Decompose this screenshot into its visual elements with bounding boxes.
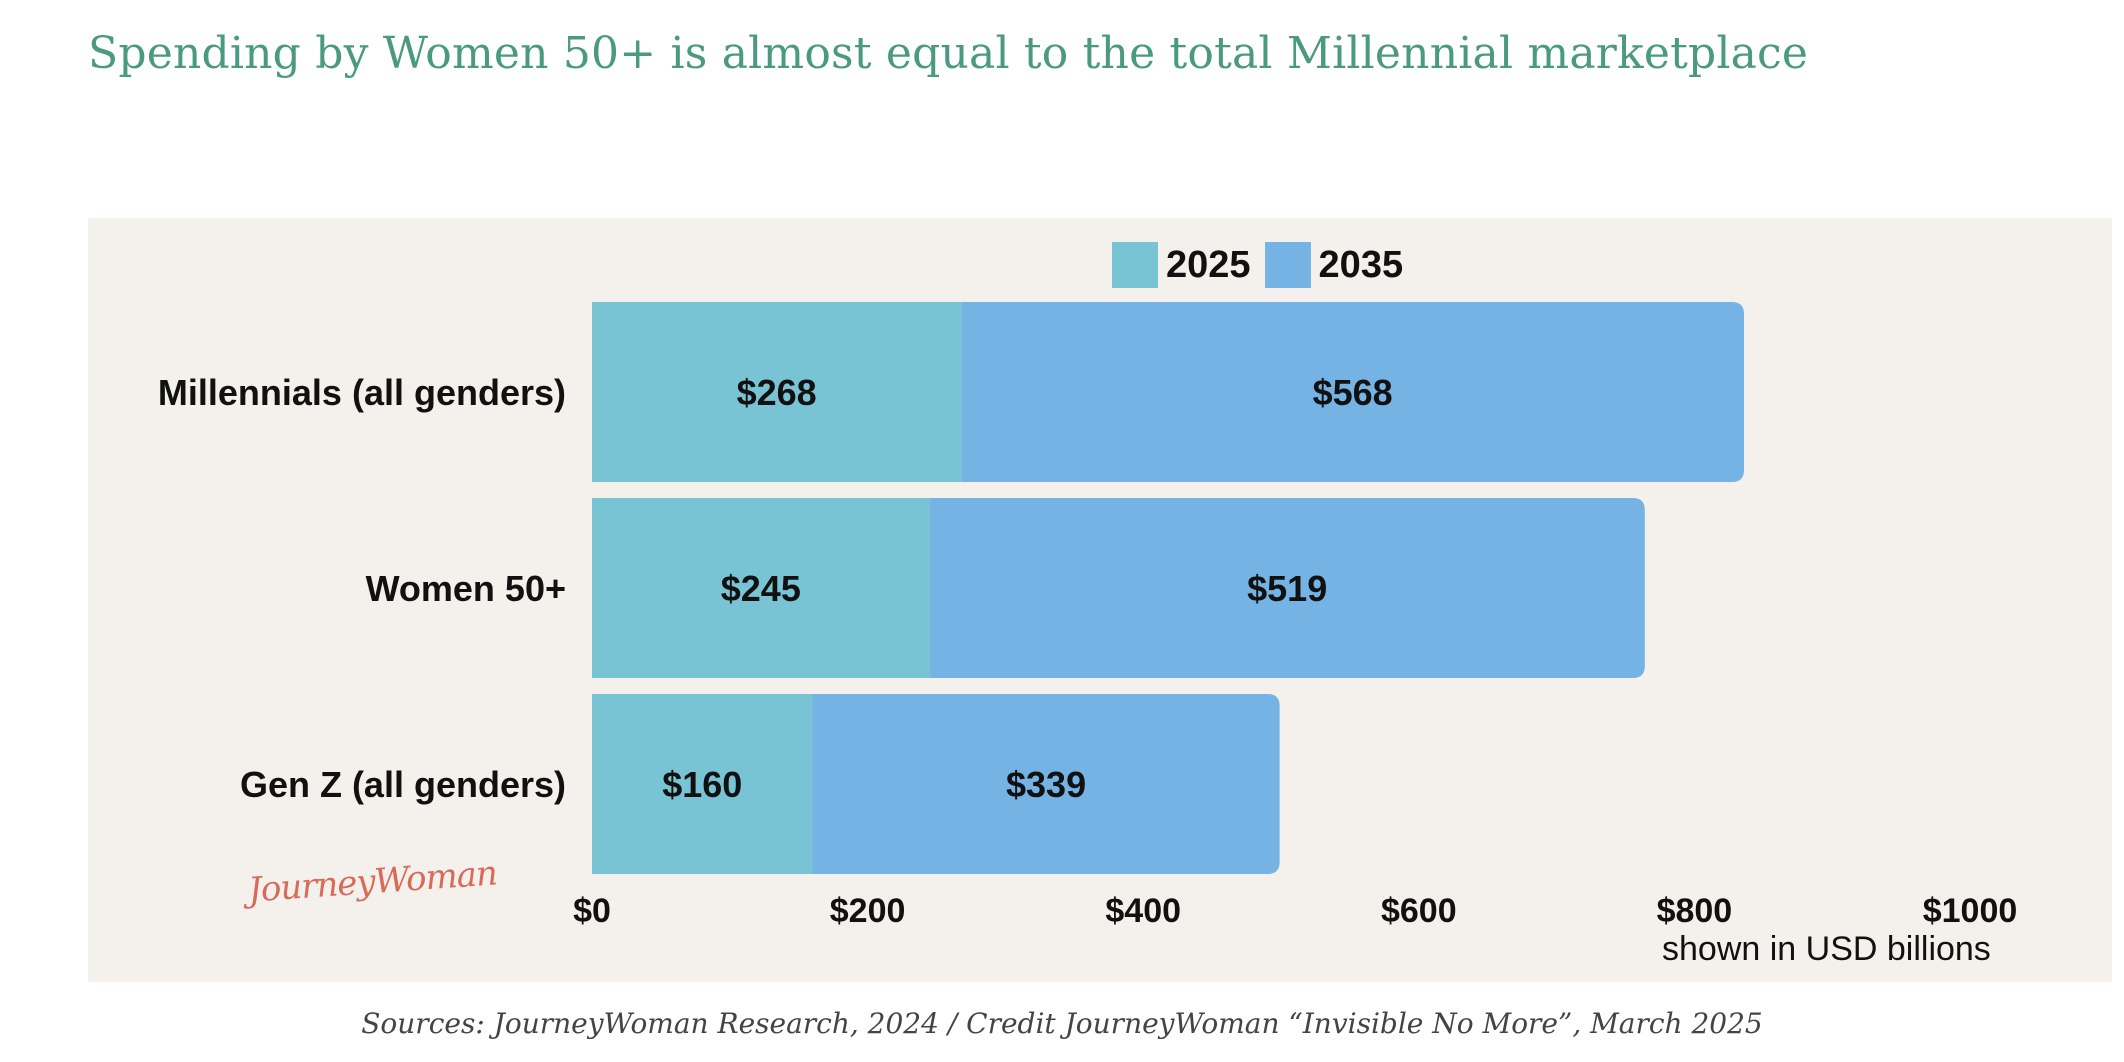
x-tick-label: $800 <box>1657 892 1733 930</box>
legend-item-2035: 2035 <box>1264 242 1404 288</box>
x-tick-label: $600 <box>1381 892 1457 930</box>
x-tick-label: $200 <box>830 892 906 930</box>
legend-label-2025: 2025 <box>1166 243 1251 286</box>
bar-millennials-all-genders-2035 <box>961 302 1745 482</box>
x-tick-label: $0 <box>573 892 611 930</box>
data-label-gen-z-all-genders-2035: $339 <box>1006 764 1086 805</box>
bar-gen-z-all-genders-2025 <box>592 694 813 874</box>
category-label-gen-z-all-genders: Gen Z (all genders) <box>240 764 566 805</box>
unit-note: shown in USD billions <box>1662 930 1991 968</box>
data-label-millennials-all-genders-2025: $268 <box>737 372 817 413</box>
x-tick-label: $1000 <box>1923 892 2018 930</box>
category-label-millennials-all-genders: Millennials (all genders) <box>158 372 566 413</box>
legend-swatch-2025 <box>1112 242 1158 288</box>
bar-gen-z-all-genders-2035 <box>812 694 1280 874</box>
legend-label-2035: 2035 <box>1318 243 1404 286</box>
data-label-millennials-all-genders-2035: $568 <box>1313 372 1393 413</box>
data-label-women-50-2035: $519 <box>1247 568 1327 609</box>
legend-swatch-2035 <box>1264 242 1311 288</box>
data-label-gen-z-all-genders-2025: $160 <box>662 764 742 805</box>
bar-millennials-all-genders-2025 <box>592 302 962 482</box>
bar-women-50-2035 <box>929 498 1645 678</box>
legend-item-2025: 2025 <box>1112 242 1251 288</box>
data-label-women-50-2025: $245 <box>721 568 801 609</box>
source-credit: Sources: JourneyWoman Research, 2024 / C… <box>361 1007 1763 1040</box>
category-label-women-50: Women 50+ <box>366 568 566 609</box>
bar-women-50-2025 <box>592 498 930 678</box>
chart-legend: 2025 2035 <box>1112 242 1417 288</box>
page-title: Spending by Women 50+ is almost equal to… <box>88 28 1809 79</box>
x-tick-label: $400 <box>1105 892 1181 930</box>
